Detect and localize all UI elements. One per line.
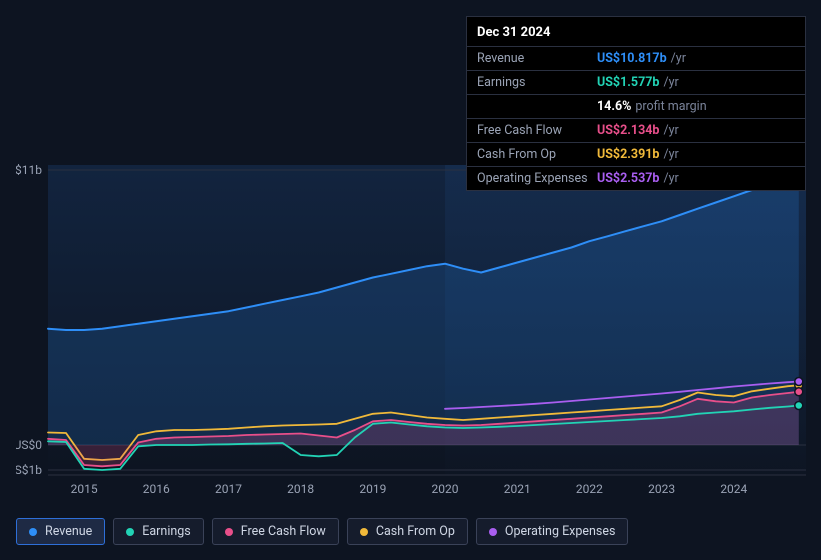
chart-tooltip: Dec 31 2024 RevenueUS$10.817b/yrEarnings… [466, 16, 806, 191]
tooltip-row: Cash From OpUS$2.391b/yr [467, 142, 805, 166]
tooltip-unit: /yr [663, 75, 678, 90]
tooltip-unit: /yr [663, 123, 678, 138]
tooltip-unit: profit margin [635, 99, 706, 114]
legend-dot-icon [360, 528, 368, 536]
tooltip-value: US$10.817b [597, 51, 667, 66]
tooltip-value: US$1.577b [597, 75, 659, 90]
tooltip-label: Earnings [477, 75, 597, 90]
legend-label: Cash From Op [376, 524, 455, 539]
tooltip-unit: /yr [663, 147, 678, 162]
tooltip-label: Free Cash Flow [477, 123, 597, 138]
svg-text:2024: 2024 [720, 482, 747, 496]
legend-item-free-cash-flow[interactable]: Free Cash Flow [212, 518, 339, 545]
tooltip-unit: /yr [671, 51, 686, 66]
tooltip-value: US$2.134b [597, 123, 659, 138]
tooltip-row: Free Cash FlowUS$2.134b/yr [467, 118, 805, 142]
legend-item-cash-from-op[interactable]: Cash From Op [347, 518, 468, 545]
svg-text:2023: 2023 [648, 482, 675, 496]
legend-dot-icon [489, 528, 497, 536]
svg-text:US$0: US$0 [16, 438, 42, 452]
financials-chart[interactable]: US$11b US$0 -US$1b 2015 2016 2017 2018 2019 2020… [16, 155, 806, 500]
tooltip-row: EarningsUS$1.577b/yr [467, 70, 805, 94]
tooltip-row: 14.6% profit margin [467, 94, 805, 118]
tooltip-unit: /yr [663, 171, 678, 186]
legend-label: Earnings [142, 524, 190, 539]
tooltip-date: Dec 31 2024 [467, 17, 805, 46]
svg-text:2017: 2017 [215, 482, 242, 496]
svg-text:2016: 2016 [143, 482, 170, 496]
svg-text:2021: 2021 [504, 482, 531, 496]
legend-label: Revenue [45, 524, 92, 539]
legend-dot-icon [126, 528, 134, 536]
tooltip-row: RevenueUS$10.817b/yr [467, 46, 805, 70]
svg-text:2015: 2015 [71, 482, 98, 496]
tooltip-label: Revenue [477, 51, 597, 66]
legend-item-revenue[interactable]: Revenue [16, 518, 105, 545]
tooltip-row: Operating ExpensesUS$2.537b/yr [467, 166, 805, 190]
tooltip-value: 14.6% [597, 99, 631, 114]
legend-item-earnings[interactable]: Earnings [113, 518, 203, 545]
svg-text:2020: 2020 [432, 482, 459, 496]
legend-item-operating-expenses[interactable]: Operating Expenses [476, 518, 629, 545]
chart-legend: Revenue Earnings Free Cash Flow Cash From O… [16, 518, 628, 545]
svg-text:US$11b: US$11b [16, 163, 42, 177]
svg-text:-US$1b: -US$1b [16, 463, 42, 477]
svg-text:2019: 2019 [359, 482, 386, 496]
legend-dot-icon [29, 528, 37, 536]
legend-label: Free Cash Flow [241, 524, 326, 539]
legend-label: Operating Expenses [505, 524, 616, 539]
tooltip-value: US$2.537b [597, 171, 659, 186]
legend-dot-icon [225, 528, 233, 536]
tooltip-label: Operating Expenses [477, 171, 597, 186]
tooltip-value: US$2.391b [597, 147, 659, 162]
tooltip-label: Cash From Op [477, 147, 597, 162]
svg-text:2022: 2022 [576, 482, 603, 496]
svg-text:2018: 2018 [287, 482, 314, 496]
